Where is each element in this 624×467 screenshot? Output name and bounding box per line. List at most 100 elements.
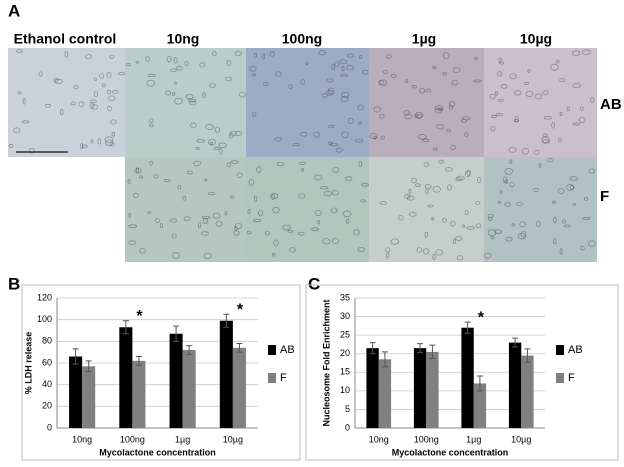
legend-label: AB (280, 344, 295, 356)
bar (119, 327, 133, 428)
cell (424, 184, 432, 190)
cell (313, 131, 320, 138)
cell (276, 161, 285, 167)
cell (328, 141, 332, 146)
cell (109, 142, 115, 147)
cell (202, 92, 206, 99)
cell (354, 138, 364, 143)
cell (317, 220, 321, 225)
cell (358, 160, 363, 167)
cell (432, 65, 437, 70)
x-tick-label: 1µg (466, 434, 481, 444)
cell (563, 224, 571, 228)
chart-frame (305, 284, 619, 461)
cell (551, 122, 556, 129)
cell (172, 252, 180, 259)
error-bar (429, 344, 436, 360)
cell (347, 53, 355, 58)
cell (382, 70, 388, 74)
cell (110, 119, 117, 125)
cell (13, 127, 21, 134)
cell (566, 184, 574, 191)
cell (203, 252, 212, 259)
cell (332, 166, 340, 173)
cell (44, 103, 52, 108)
cell (357, 121, 362, 125)
cell (435, 249, 444, 256)
cell (248, 178, 255, 186)
cell (300, 78, 305, 85)
cell (128, 213, 132, 218)
cell (566, 106, 570, 112)
y-tick-label: 15 (340, 367, 350, 377)
cell (509, 181, 515, 188)
cell (201, 215, 211, 219)
cell (189, 122, 197, 129)
cell (209, 141, 213, 146)
cell (332, 237, 340, 245)
cell (251, 73, 256, 77)
cell (169, 218, 178, 223)
cell (442, 52, 450, 60)
cell (550, 63, 559, 71)
cell (78, 101, 85, 107)
cell (559, 248, 563, 255)
cell (252, 111, 257, 117)
cell (174, 81, 177, 85)
cell (269, 51, 276, 57)
cell (572, 202, 577, 206)
y-tick-label: 0 (47, 422, 52, 432)
x-tick-label: 10µg (223, 434, 243, 444)
cell (339, 74, 349, 78)
cell (419, 87, 426, 94)
x-tick-label: 10ng (369, 434, 389, 444)
cell (262, 53, 266, 60)
legend-swatch (556, 373, 564, 383)
cell (199, 62, 206, 68)
cell (390, 73, 397, 79)
cell (272, 206, 280, 214)
cell (275, 71, 282, 77)
cell (487, 229, 497, 236)
legend-label: F (568, 372, 575, 384)
cell (205, 124, 214, 130)
cell (234, 50, 242, 57)
error-bar (417, 343, 424, 354)
error-bar (173, 325, 180, 342)
cell (455, 177, 462, 182)
cell (145, 56, 150, 62)
cell (578, 116, 586, 124)
cell (495, 112, 503, 117)
column-label: 10ng (167, 31, 200, 47)
cell (491, 114, 497, 119)
cell (521, 147, 529, 155)
cell (410, 177, 418, 183)
cell (432, 253, 436, 261)
cell (461, 119, 468, 123)
error-bar (524, 348, 531, 363)
cell (390, 238, 400, 245)
cell (59, 108, 64, 116)
cell (318, 50, 327, 56)
y-axis-label: % LDH release (23, 332, 33, 395)
micrograph (484, 48, 597, 157)
cell (448, 101, 456, 107)
cell (271, 193, 276, 201)
cell (508, 147, 517, 153)
cell (341, 131, 349, 139)
column-label: Ethanol control (14, 31, 117, 47)
cell (427, 204, 434, 208)
cell (473, 79, 482, 83)
cell (175, 65, 183, 71)
bar (219, 320, 233, 428)
cell (416, 247, 423, 253)
cell (404, 78, 409, 84)
cell (238, 91, 246, 98)
cell (166, 55, 172, 63)
cell (456, 255, 464, 261)
cell (234, 226, 238, 231)
cell (177, 185, 182, 190)
cell (204, 178, 208, 182)
cell (497, 200, 502, 204)
cell (411, 85, 418, 89)
